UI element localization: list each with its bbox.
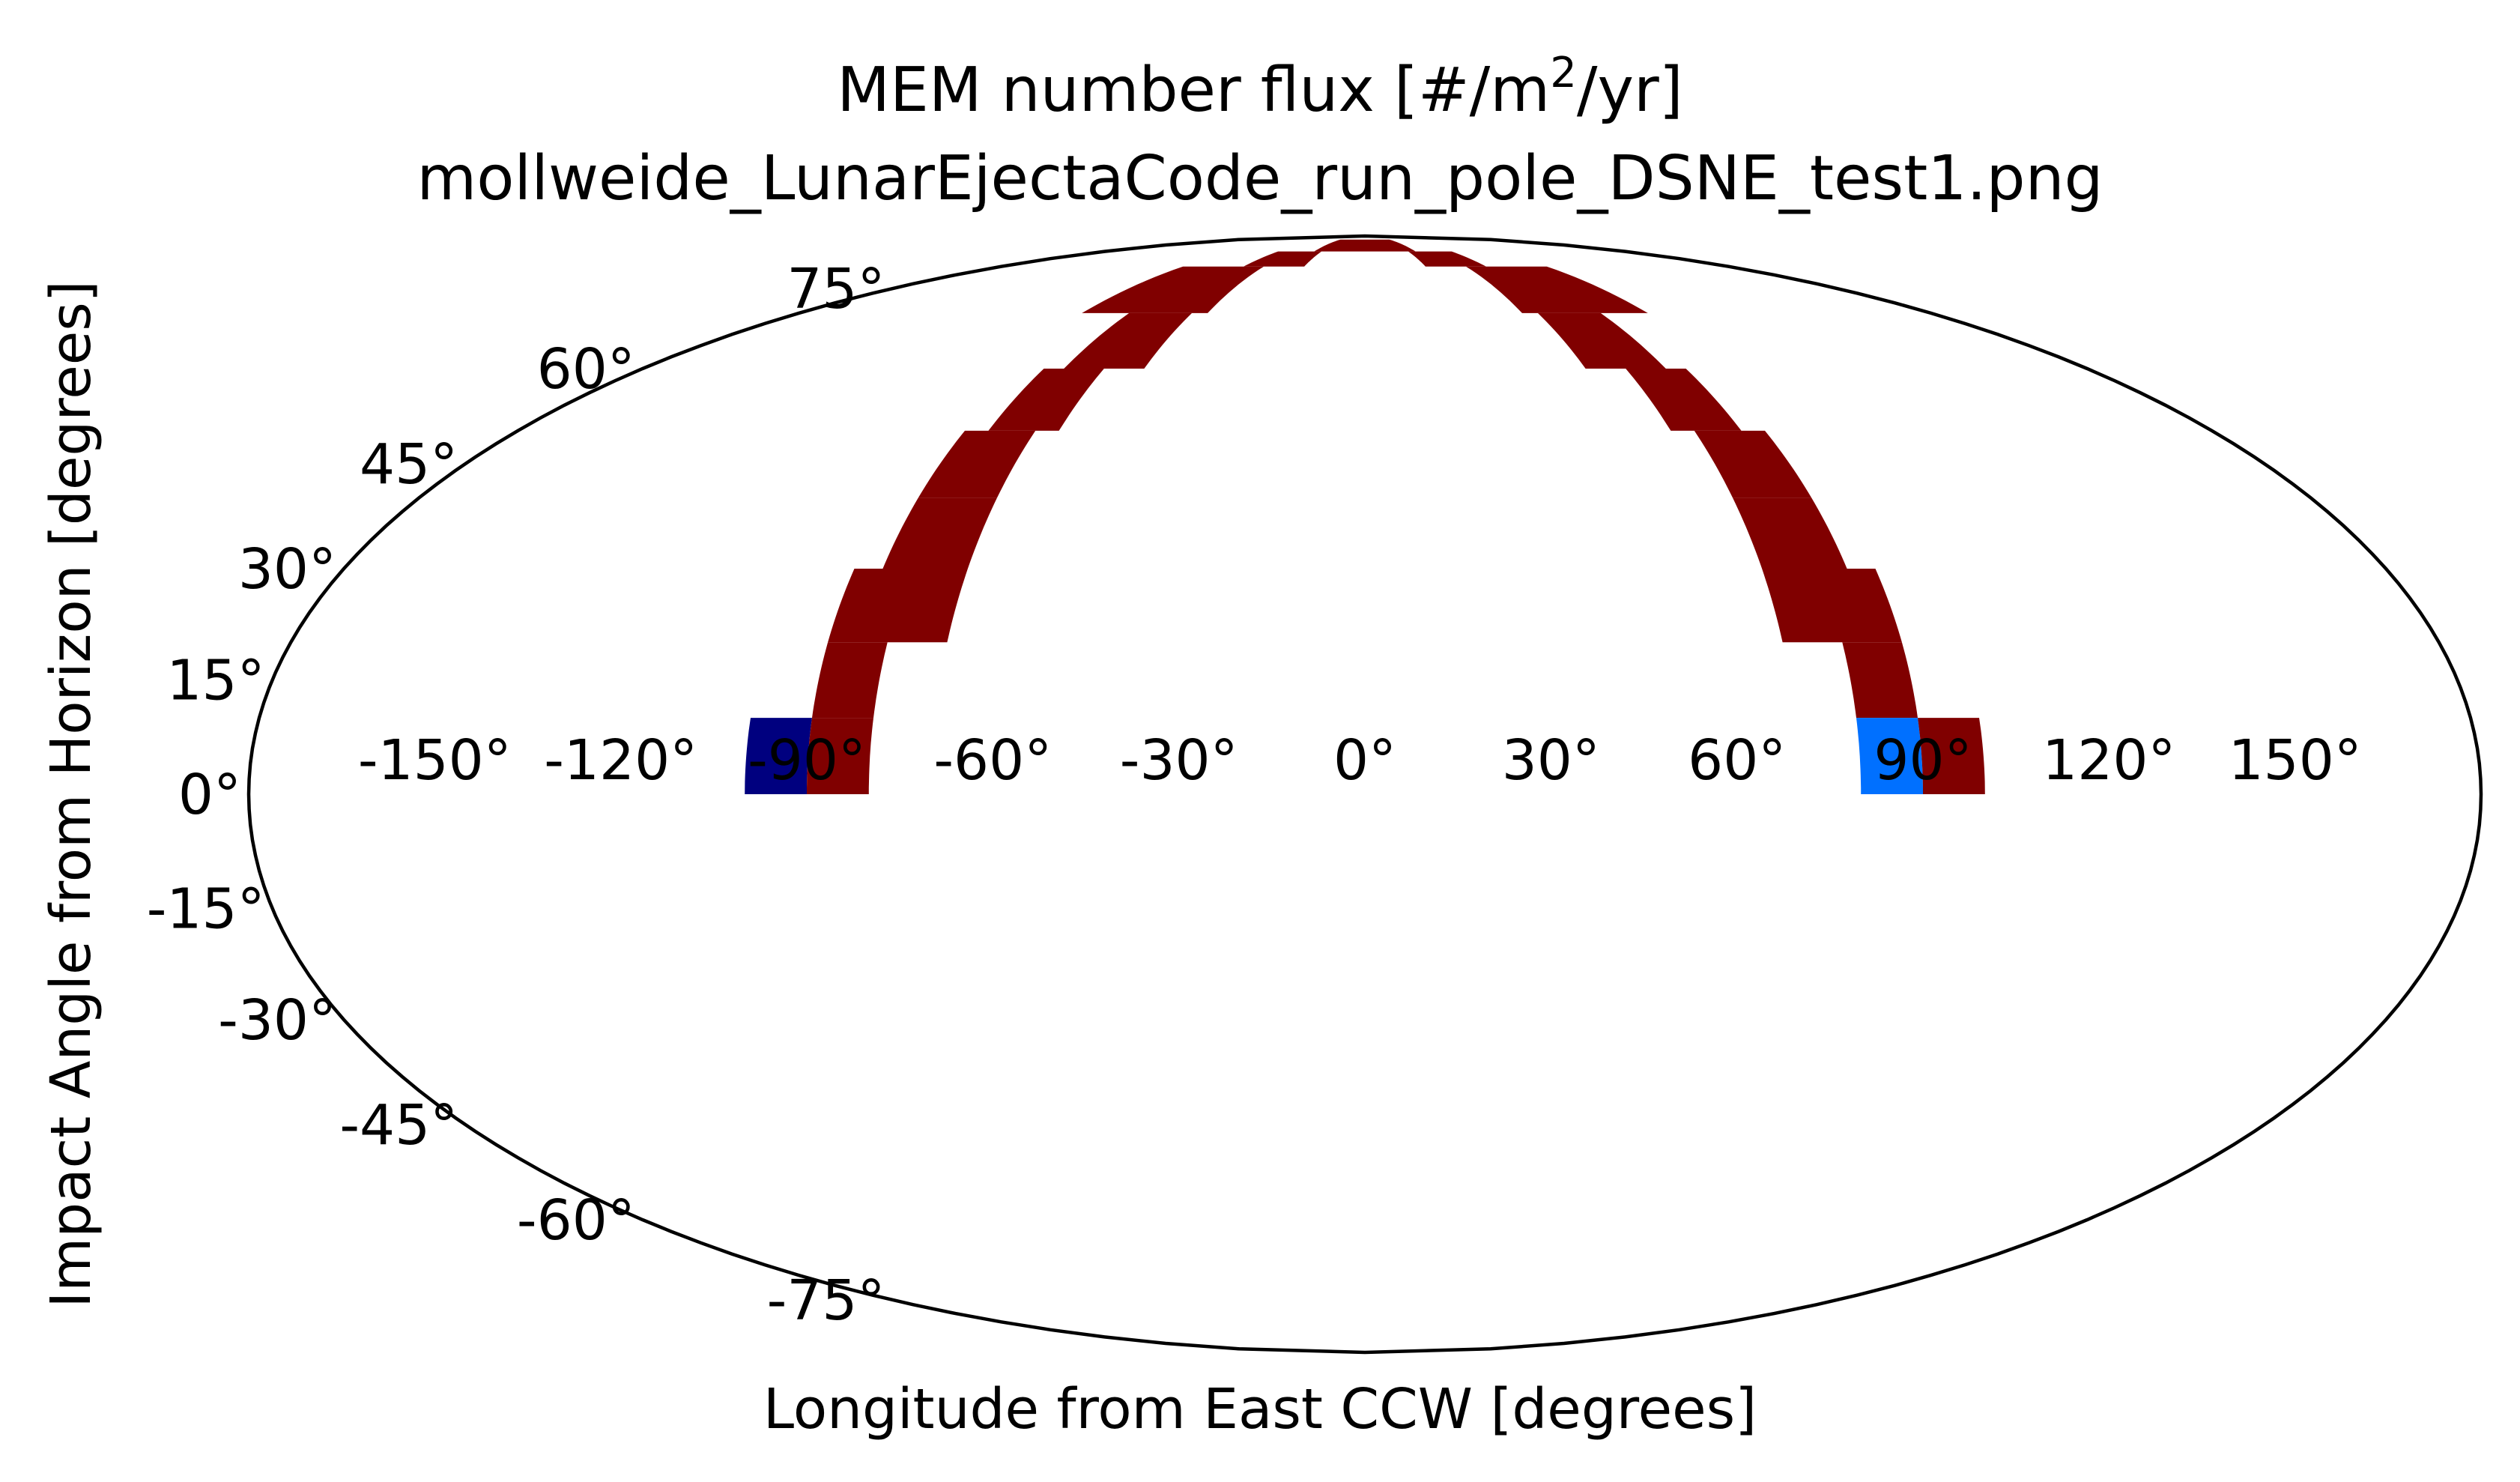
heatmap-cell-11	[1314, 239, 1416, 252]
y-tick-label-8: -30°	[218, 988, 336, 1053]
heatmap-cell-18	[1762, 569, 1902, 643]
heatmap-cell-6	[918, 430, 1036, 498]
latitude-tick-labels: 75° 60° 45° 30° 15° 0° -15° -30°-45° -60° -75°	[147, 257, 885, 1333]
y-tick-label-11: -75°	[767, 1268, 885, 1333]
y-tick-label-7: -15°	[147, 877, 265, 942]
y-tick-label-3: 45°	[360, 432, 458, 497]
heatmap-cell-5	[882, 497, 997, 569]
x-tick-label-10: 120°	[2042, 728, 2175, 793]
chart-title-superscript: 2	[1550, 49, 1577, 97]
heatmap-cell-15	[1626, 369, 1742, 431]
heatmap-cell-8	[1064, 312, 1193, 369]
heatmap-cell-19	[1842, 642, 1918, 719]
heatmap-cell-1	[745, 718, 812, 794]
heatmap-cell-4	[828, 569, 968, 643]
heatmap-cell-9	[1082, 266, 1264, 313]
chart-title: MEM number flux [#/m2/yr]	[837, 49, 1682, 127]
x-tick-label-5: -30°	[1120, 728, 1238, 793]
heatmap-cells	[745, 239, 1985, 794]
chart-subtitle: mollweide_LunarEjectaCode_run_pole_DSNE_…	[417, 143, 2103, 214]
y-tick-label-2: 60°	[537, 337, 635, 402]
heatmap-cell-10	[1244, 251, 1322, 267]
heatmap-cell-13	[1465, 266, 1648, 313]
y-tick-label-1: 75°	[787, 257, 885, 321]
x-tick-label-9: 90°	[1874, 728, 1972, 793]
heatmap-cell-3	[812, 642, 888, 719]
x-tick-label-2: -120°	[544, 728, 697, 793]
x-tick-label-8: 60°	[1688, 728, 1786, 793]
x-tick-label-1: -150°	[358, 728, 512, 793]
x-tick-label-4: -60°	[933, 728, 1052, 793]
x-tick-label-6: 0°	[1333, 728, 1396, 793]
longitude-tick-labels: -150° -120° -90° -60° -30° 0° 30° 60° 90° 120° 150…	[358, 728, 2362, 793]
y-tick-label-9: -45°	[339, 1093, 458, 1158]
y-tick-label-5: 15°	[166, 649, 264, 713]
y-tick-label-10: -60°	[517, 1188, 635, 1253]
x-tick-label-11: 150°	[2229, 728, 2362, 793]
heatmap-cell-12	[1408, 251, 1486, 267]
heatmap-cell-17	[1733, 497, 1847, 569]
y-axis-label: Impact Angle from Horizon [degrees]	[39, 280, 103, 1307]
heatmap-cell-2	[807, 718, 873, 794]
y-tick-label-6: 0°	[178, 763, 241, 827]
x-tick-label-7: 30°	[1502, 728, 1600, 793]
heatmap-cell-20	[1856, 718, 1923, 794]
x-axis-label: Longitude from East CCW [degrees]	[763, 1377, 1757, 1442]
heatmap-cell-21	[1918, 718, 1985, 794]
x-tick-label-3: -90°	[748, 728, 866, 793]
map-outline	[246, 234, 2483, 1355]
heatmap-cell-14	[1537, 312, 1666, 369]
heatmap-cell-7	[988, 369, 1104, 431]
y-tick-label-4: 30°	[238, 537, 336, 602]
heatmap-cell-16	[1694, 430, 1812, 498]
